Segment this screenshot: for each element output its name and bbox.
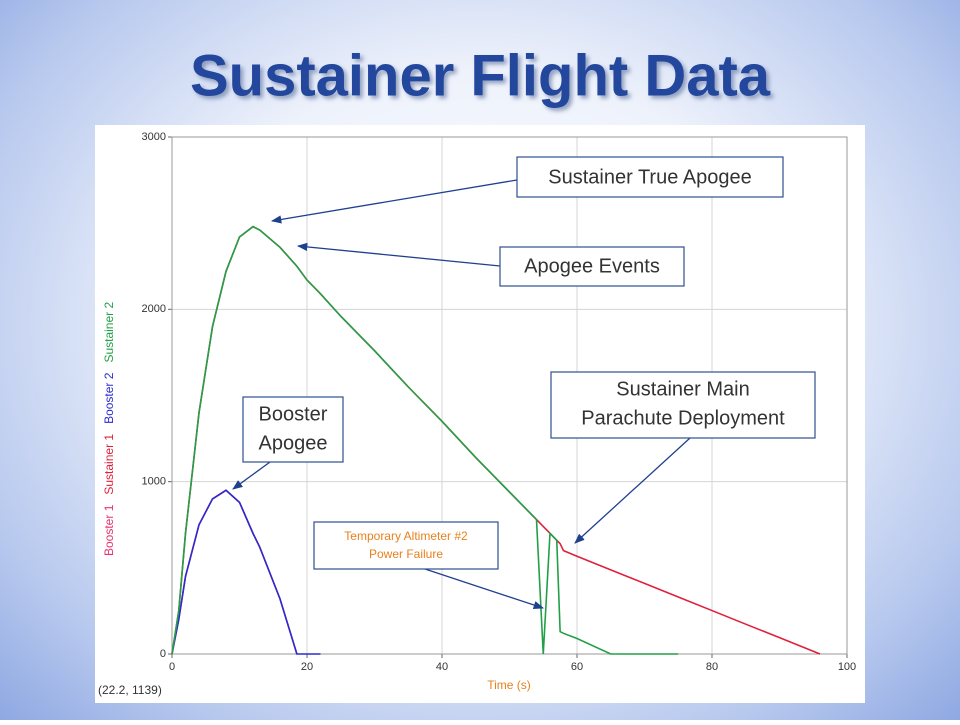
slide-title: Sustainer Flight Data — [190, 43, 771, 108]
callout-text: Parachute Deployment — [581, 407, 785, 429]
series-line — [171, 225, 679, 655]
arrow — [296, 242, 501, 267]
callout-text: Sustainer True Apogee — [548, 166, 751, 188]
arrow — [232, 461, 271, 490]
callout-text: Apogee — [259, 432, 328, 454]
x-tick-label: 80 — [706, 661, 718, 673]
y-tick-label: 2000 — [142, 303, 166, 315]
x-tick-label: 0 — [169, 661, 175, 673]
x-tick-label: 60 — [571, 661, 583, 673]
series-line — [171, 489, 321, 655]
callout-text: Temporary Altimeter #2 — [344, 529, 468, 543]
legend-entry: Booster 1 — [102, 504, 116, 556]
legend-entry: Sustainer 1 — [102, 434, 116, 495]
arrow — [424, 568, 544, 610]
y-tick-label: 1000 — [142, 476, 166, 488]
callout-box — [516, 156, 784, 198]
x-tick-label: 40 — [436, 661, 448, 673]
callout-box — [313, 521, 499, 570]
y-tick-label: 3000 — [142, 131, 166, 143]
x-tick-label: 100 — [838, 661, 856, 673]
callout-box — [499, 246, 685, 287]
plot-frame — [171, 136, 848, 655]
legend-entry: Booster 2 — [102, 372, 116, 424]
cursor-readout: (22.2, 1139) — [98, 683, 162, 697]
callout-text: Booster — [259, 403, 328, 425]
legend-entry: Sustainer 2 — [102, 302, 116, 363]
arrow — [574, 437, 691, 544]
callout-box — [242, 396, 344, 463]
callout-text: Power Failure — [369, 547, 443, 561]
callout-text: Apogee Events — [524, 255, 660, 277]
x-tick-label: 20 — [301, 661, 313, 673]
legend: Booster 1 Sustainer 1 Booster 2 Sustainer 2 — [102, 302, 116, 556]
callout-box — [550, 371, 816, 439]
x-axis-label: Time (s) — [487, 678, 531, 692]
y-tick-label: 0 — [160, 648, 166, 660]
callout-text: Sustainer Main — [616, 378, 749, 400]
arrow — [270, 179, 518, 224]
